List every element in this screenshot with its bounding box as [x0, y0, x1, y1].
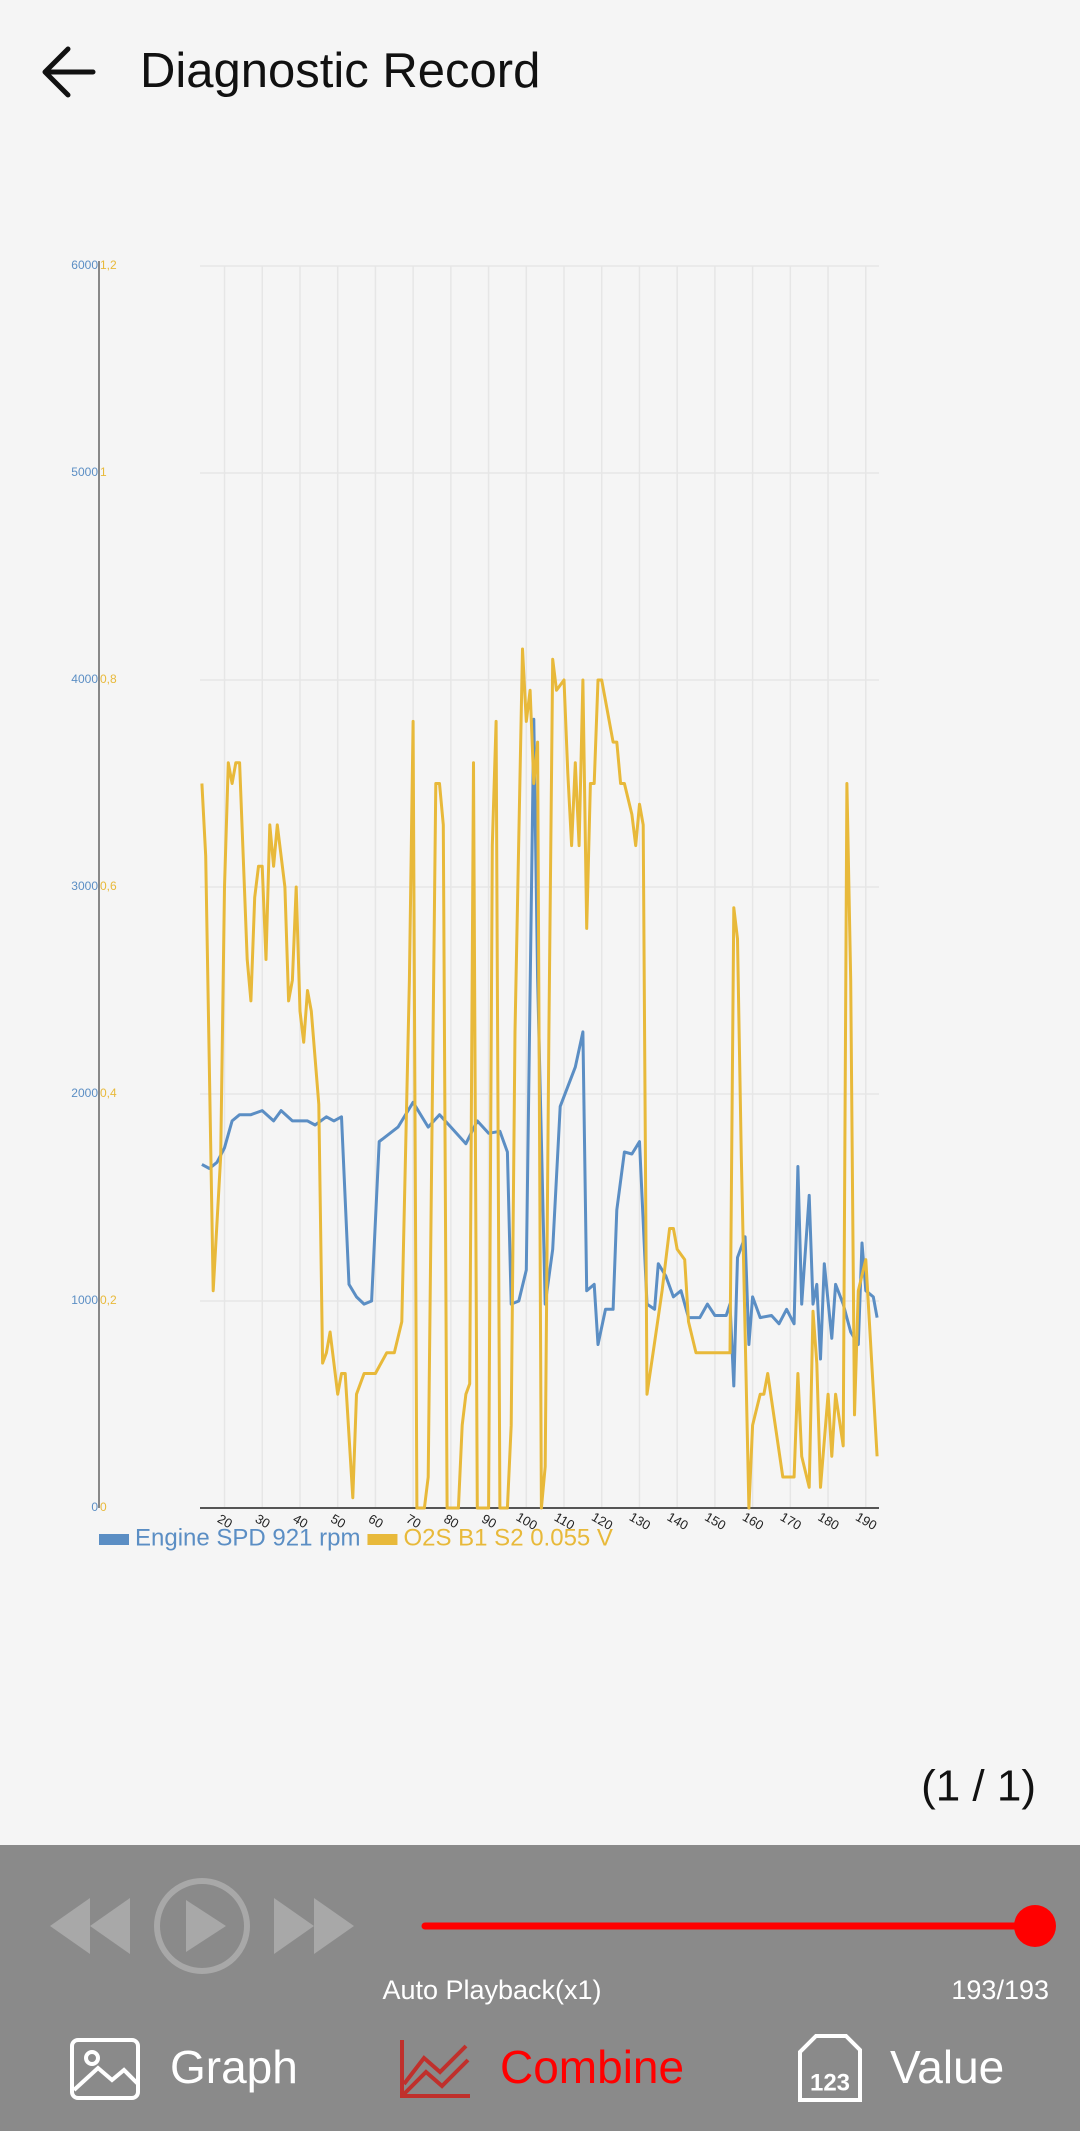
slider-thumb[interactable]: [1014, 1905, 1056, 1947]
x-tick-label: 90: [479, 1511, 499, 1531]
tab-label: Value: [890, 2041, 1004, 2093]
y-tick-label: 3000: [71, 879, 98, 893]
play-button[interactable]: [154, 1878, 250, 1974]
y2-tick-label: 0,4: [100, 1086, 117, 1100]
y-tick-label: 0: [91, 1500, 98, 1514]
y2-tick-label: 0: [100, 1500, 107, 1514]
back-button[interactable]: [42, 46, 96, 98]
x-tick-label: 20: [215, 1511, 235, 1531]
icon-text: 123: [810, 2069, 850, 2096]
tab-label: Graph: [170, 2041, 298, 2093]
y2-tick-label: 0,8: [100, 672, 117, 686]
value-tab[interactable]: 123 Value: [798, 2034, 1004, 2102]
legend-swatch: [99, 1534, 129, 1545]
rewind-button[interactable]: [50, 1898, 130, 1954]
control-panel: [0, 1845, 1080, 2131]
x-tick-label: 50: [328, 1511, 348, 1531]
y2-tick-label: 1: [100, 465, 107, 479]
playback-label: Auto Playback(x1): [382, 1975, 601, 2005]
tab-label: Combine: [500, 2041, 684, 2093]
y-tick-label: 1000: [71, 1293, 98, 1307]
legend-label: O2S B1 S2 0.055 V: [403, 1524, 612, 1551]
legend-swatch: [367, 1534, 398, 1545]
x-tick-label: 60: [366, 1511, 386, 1531]
graph-tab[interactable]: Graph: [70, 2038, 298, 2100]
y2-tick-label: 0,6: [100, 879, 117, 893]
page-title: Diagnostic Record: [140, 44, 540, 98]
playback-position: 193/193: [951, 1975, 1049, 2005]
legend-label: Engine SPD 921 rpm: [135, 1524, 360, 1551]
x-tick-label: 30: [253, 1511, 273, 1531]
y2-tick-label: 1,2: [100, 258, 117, 272]
y2-tick-label: 0,2: [100, 1293, 117, 1307]
x-tick-label: 40: [290, 1511, 310, 1531]
y-tick-label: 6000: [71, 258, 98, 272]
y-tick-label: 4000: [71, 672, 98, 686]
x-tick-label: 80: [441, 1511, 461, 1531]
page-indicator: (1 / 1): [921, 1762, 1036, 1811]
combine-tab[interactable]: Combine: [400, 2040, 684, 2098]
x-tick-label: 70: [404, 1511, 424, 1531]
y-tick-label: 5000: [71, 465, 98, 479]
data-line: [200, 647, 879, 1510]
chart: 0 1000 2000 3000 4000 5000 6000 0 0,2 0,4 0,6 0,8 1 1…: [71, 258, 879, 1551]
y-tick-label: 2000: [71, 1086, 98, 1100]
data-line: [201, 717, 879, 1388]
forward-button[interactable]: [274, 1898, 354, 1954]
